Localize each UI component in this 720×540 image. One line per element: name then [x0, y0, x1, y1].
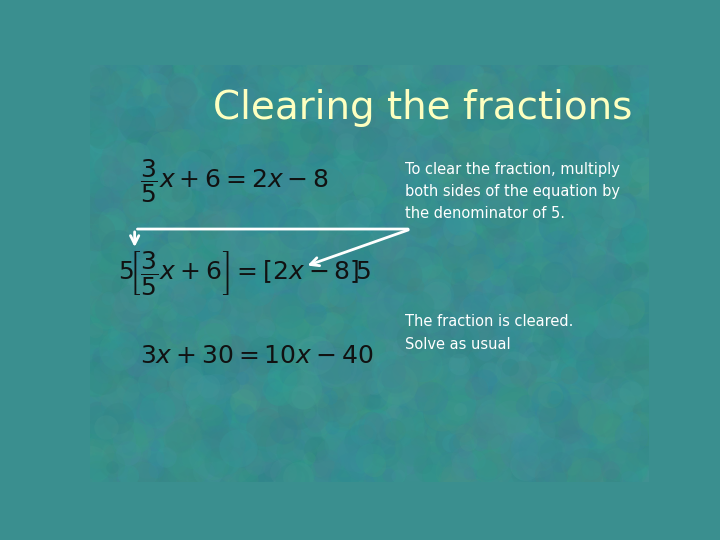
Text: $3x + 30 = 10x - 40$: $3x + 30 = 10x - 40$ — [140, 344, 374, 368]
Text: $5\!\left[\dfrac{3}{5}x + 6\right] = \left[2x - 8\right]\!5$: $5\!\left[\dfrac{3}{5}x + 6\right] = \le… — [118, 249, 371, 296]
Text: The fraction is cleared.
Solve as usual: The fraction is cleared. Solve as usual — [405, 314, 574, 352]
Text: Clearing the fractions: Clearing the fractions — [213, 90, 632, 127]
Text: $\dfrac{3}{5}x + 6 = 2x - 8$: $\dfrac{3}{5}x + 6 = 2x - 8$ — [140, 157, 329, 205]
Text: To clear the fraction, multiply
both sides of the equation by
the denominator of: To clear the fraction, multiply both sid… — [405, 162, 620, 221]
